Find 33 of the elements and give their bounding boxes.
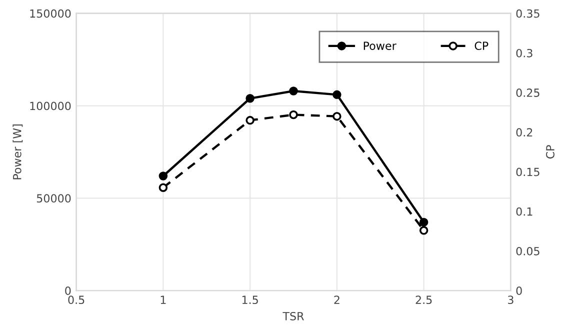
y-tick-label: 150000 — [30, 9, 71, 18]
legend-label: Power — [364, 42, 396, 50]
x-tick-label: 2.5 — [416, 296, 432, 304]
x-axis-title: TSR — [282, 312, 304, 320]
y2-axis-title: CP — [546, 145, 554, 159]
point — [289, 86, 298, 96]
point — [332, 90, 342, 100]
y2-tick-label: 0 — [516, 286, 522, 295]
point — [246, 116, 254, 125]
y2-tick-label: 0.2 — [516, 128, 532, 137]
y-tick-label: 0 — [65, 286, 71, 295]
x-tick-label: 2 — [334, 296, 340, 304]
y2-tick-label: 0.35 — [516, 9, 540, 18]
point — [419, 226, 428, 235]
legend-label: CP — [474, 42, 488, 50]
y2-tick-label: 0.15 — [516, 168, 540, 176]
point — [158, 183, 168, 192]
y2-tick-label: 0.3 — [516, 48, 532, 58]
y2-tick-label: 0.1 — [516, 207, 532, 216]
point — [289, 110, 298, 120]
point — [158, 172, 168, 180]
x-tick-label: 1 — [160, 296, 166, 304]
y2-tick-label: 0.05 — [516, 246, 540, 256]
point — [419, 218, 428, 227]
y-tick-label: 50000 — [36, 194, 71, 203]
point — [246, 94, 254, 103]
y-axis-title: Power [W] — [12, 124, 23, 180]
x-tick-label: 1.5 — [242, 296, 258, 304]
y-tick-label: 100000 — [30, 102, 71, 110]
x-tick-label: 0.5 — [68, 296, 84, 304]
y2-tick-label: 0.25 — [516, 88, 540, 97]
x-tick-label: 3 — [508, 296, 514, 304]
point — [332, 112, 342, 121]
